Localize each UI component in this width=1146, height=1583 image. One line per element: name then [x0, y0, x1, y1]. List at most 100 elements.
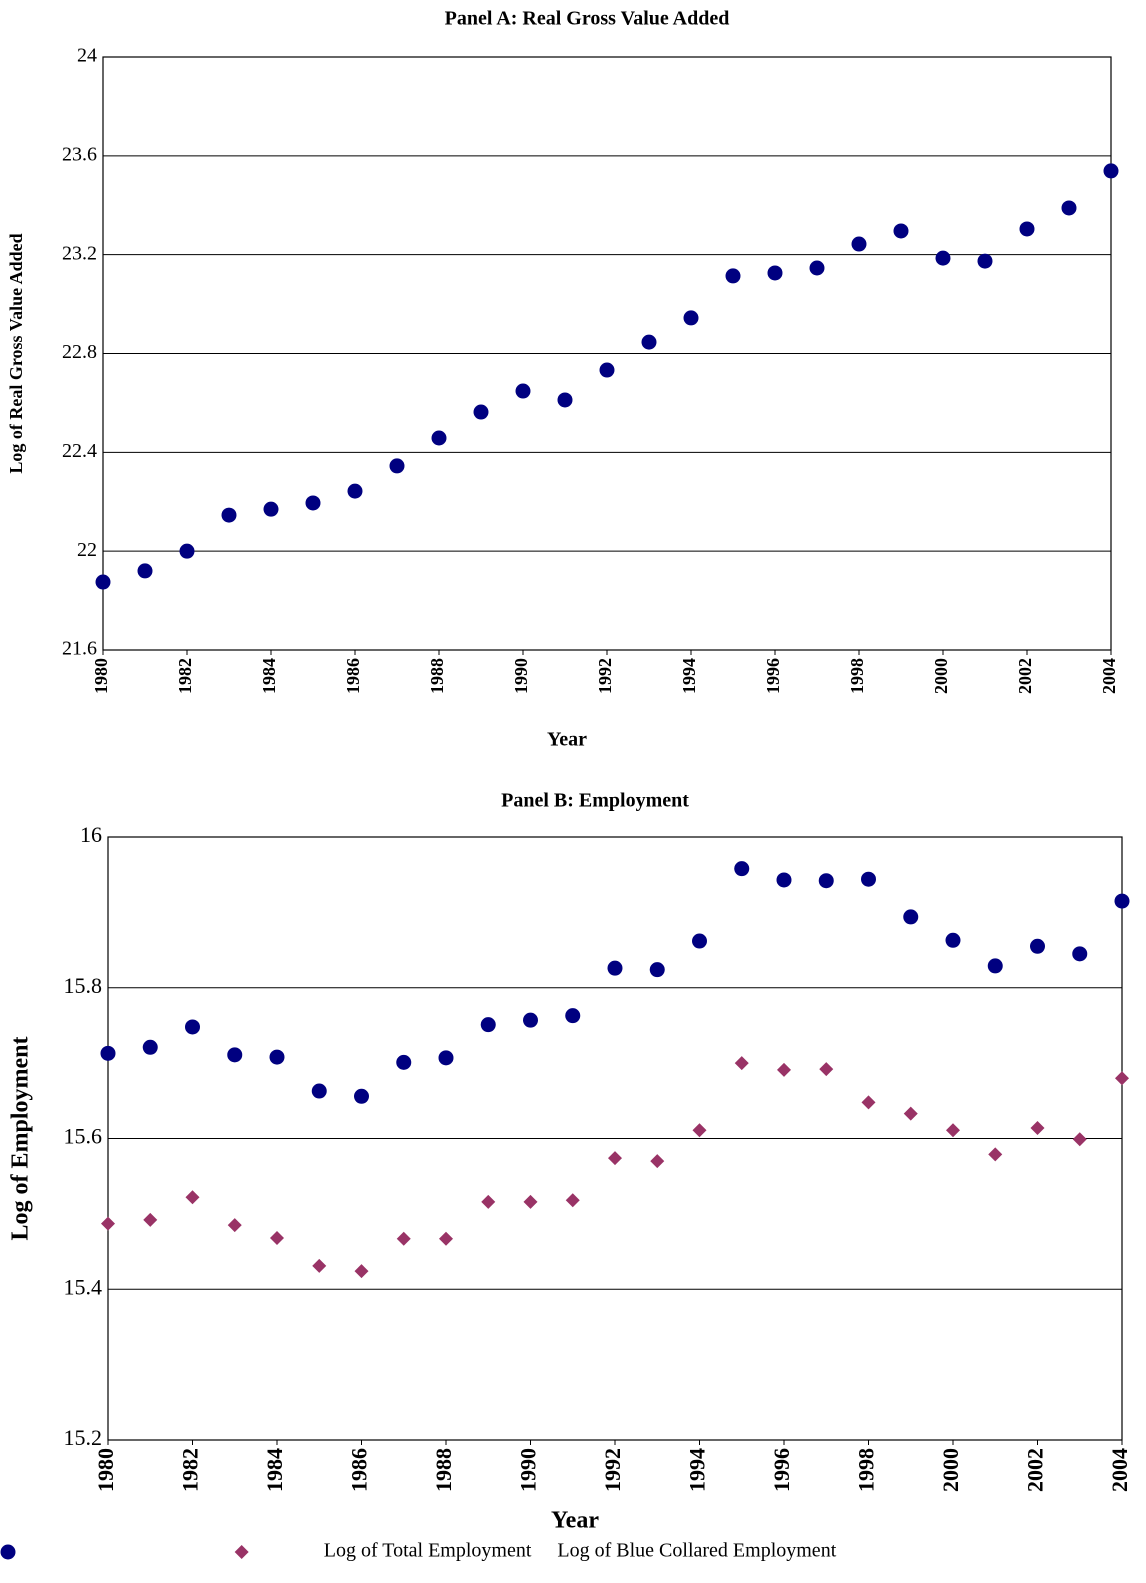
- y-tick-label: 15.6: [64, 1124, 103, 1149]
- data-point: [142, 1039, 158, 1055]
- data-point: [776, 872, 792, 888]
- x-tick-label: 1994: [685, 1448, 710, 1492]
- legend: Log of Total Employment Log of Blue Colla…: [324, 1540, 837, 1562]
- data-point: [809, 260, 825, 276]
- x-tick-label: 1996: [769, 1448, 794, 1492]
- legend-label: Log of Total Employment: [324, 1540, 532, 1562]
- data-point: [649, 962, 665, 978]
- data-point: [439, 1231, 453, 1246]
- data-point: [185, 1190, 200, 1205]
- data-point: [819, 1062, 834, 1077]
- x-tick-label: 1984: [259, 658, 279, 694]
- y-tick-label: 22.8: [62, 341, 97, 363]
- data-point: [565, 1193, 580, 1208]
- data-point: [354, 1088, 369, 1104]
- data-point: [725, 268, 741, 284]
- data-point: [851, 236, 867, 252]
- data-point: [987, 958, 1003, 974]
- legend-marker: [234, 1545, 249, 1559]
- data-point: [269, 1049, 285, 1065]
- data-point: [100, 1045, 116, 1061]
- x-tick-label: 2000: [931, 658, 951, 694]
- data-point: [185, 1019, 200, 1035]
- x-tick-label: 1998: [847, 658, 867, 694]
- data-point: [480, 1017, 496, 1033]
- data-point: [389, 458, 405, 474]
- data-point: [523, 1012, 538, 1028]
- data-point: [515, 383, 531, 399]
- x-axis-label: Year: [551, 1508, 599, 1534]
- data-point: [1061, 200, 1077, 216]
- data-point: [607, 960, 623, 976]
- data-point: [1072, 1132, 1087, 1147]
- x-tick-label: 1982: [175, 658, 195, 694]
- data-point: [347, 483, 363, 499]
- data-point: [95, 574, 111, 590]
- legend-marker: [0, 1544, 16, 1560]
- data-point: [396, 1054, 412, 1070]
- data-point: [270, 1230, 284, 1245]
- y-tick-label: 22.4: [62, 440, 97, 462]
- data-point: [431, 430, 447, 446]
- x-tick-label: 2002: [1023, 1448, 1048, 1492]
- data-point: [221, 507, 237, 523]
- y-tick-label: 21.6: [62, 638, 97, 660]
- data-point: [988, 1147, 1003, 1162]
- x-tick-label: 1980: [91, 658, 111, 694]
- x-tick-label: 1982: [178, 1448, 203, 1492]
- data-point: [481, 1194, 496, 1209]
- data-point: [734, 1056, 749, 1071]
- x-tick-label: 2000: [938, 1448, 963, 1492]
- y-tick-label: 15.8: [64, 973, 103, 998]
- data-point: [861, 871, 876, 887]
- data-point: [1114, 893, 1130, 909]
- x-tick-label: 1992: [600, 1448, 625, 1492]
- y-axis-label: Log of Real Gross Value Added: [6, 233, 26, 473]
- y-tick-label: 15.4: [64, 1274, 103, 1299]
- data-point: [1072, 946, 1088, 962]
- data-point: [438, 1050, 454, 1066]
- x-tick-label: 1988: [427, 658, 447, 694]
- data-point: [1103, 163, 1119, 179]
- data-point: [734, 861, 750, 877]
- data-point: [1115, 1071, 1129, 1086]
- x-tick-label: 1996: [763, 658, 783, 694]
- x-tick-label: 1980: [93, 1448, 118, 1492]
- y-tick-label: 16: [80, 822, 102, 847]
- data-point: [861, 1095, 876, 1110]
- data-point: [903, 1106, 918, 1121]
- chart-title: Panel B: Employment: [501, 790, 689, 812]
- data-point: [767, 265, 783, 281]
- x-tick-label: 2004: [1107, 1448, 1132, 1492]
- x-tick-label: 1990: [516, 1448, 541, 1492]
- chart-title: Panel A: Real Gross Value Added: [445, 8, 730, 30]
- x-tick-label: 1998: [854, 1448, 879, 1492]
- data-point: [227, 1047, 243, 1063]
- data-point: [263, 501, 279, 517]
- data-point: [945, 932, 961, 948]
- data-point: [692, 933, 707, 949]
- data-point: [1030, 1120, 1045, 1135]
- data-point: [312, 1258, 327, 1273]
- x-tick-label: 1992: [595, 658, 615, 694]
- x-tick-label: 1986: [347, 1448, 372, 1492]
- data-point: [641, 334, 657, 350]
- x-tick-label: 1986: [343, 658, 363, 694]
- x-tick-label: 1988: [431, 1448, 456, 1492]
- data-point: [946, 1123, 960, 1138]
- data-point: [935, 250, 951, 266]
- data-point: [1019, 221, 1035, 237]
- y-tick-label: 22: [77, 539, 97, 561]
- data-point: [473, 404, 489, 420]
- data-point: [396, 1231, 411, 1246]
- data-point: [650, 1154, 665, 1169]
- data-point: [692, 1123, 707, 1138]
- data-point: [683, 310, 699, 326]
- data-point: [354, 1264, 369, 1279]
- data-point: [608, 1151, 622, 1166]
- data-point: [599, 362, 615, 378]
- data-point: [143, 1212, 158, 1227]
- data-point: [1030, 938, 1045, 954]
